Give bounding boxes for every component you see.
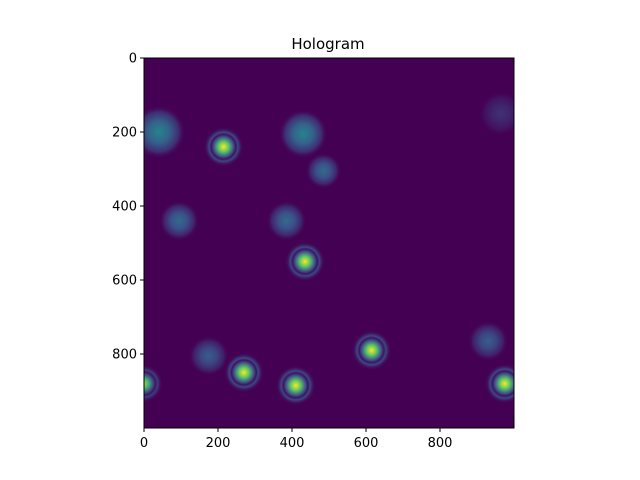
hologram-spot: [144, 364, 163, 403]
hologram-spot: [159, 200, 200, 241]
hologram-spot: [305, 153, 342, 189]
y-axis: 0 200 400 600 800: [112, 52, 144, 363]
hologram-spot: [468, 321, 509, 362]
x-tick-label: 400: [280, 436, 305, 451]
hologram-spot: [484, 363, 514, 404]
hologram-spot: [351, 330, 392, 371]
x-axis: 0 200 400 600 800: [140, 428, 453, 451]
x-tick-label: 600: [354, 436, 379, 451]
hologram-spot: [278, 109, 328, 159]
hologram-spot: [284, 241, 325, 282]
y-tick-label: 600: [112, 274, 137, 289]
y-tick-label: 800: [112, 348, 137, 363]
hologram-spot: [203, 126, 244, 167]
plot-area: [143, 57, 515, 429]
hologram-spot: [275, 365, 316, 406]
hologram-spot: [266, 200, 307, 241]
x-tick-label: 0: [140, 436, 148, 451]
x-tick-label: 800: [428, 436, 453, 451]
y-tick-label: 200: [112, 126, 137, 141]
hologram-spot: [188, 335, 229, 376]
hologram-spot: [223, 352, 264, 393]
plot-frame: [143, 57, 515, 429]
y-tick-label: 400: [112, 200, 137, 215]
hologram-spot: [144, 105, 186, 159]
chart-title: Hologram: [291, 35, 364, 53]
heatmap-layer: [144, 91, 514, 406]
y-tick-label: 0: [129, 52, 137, 67]
x-tick-label: 200: [206, 436, 231, 451]
hologram-spot: [478, 91, 514, 136]
